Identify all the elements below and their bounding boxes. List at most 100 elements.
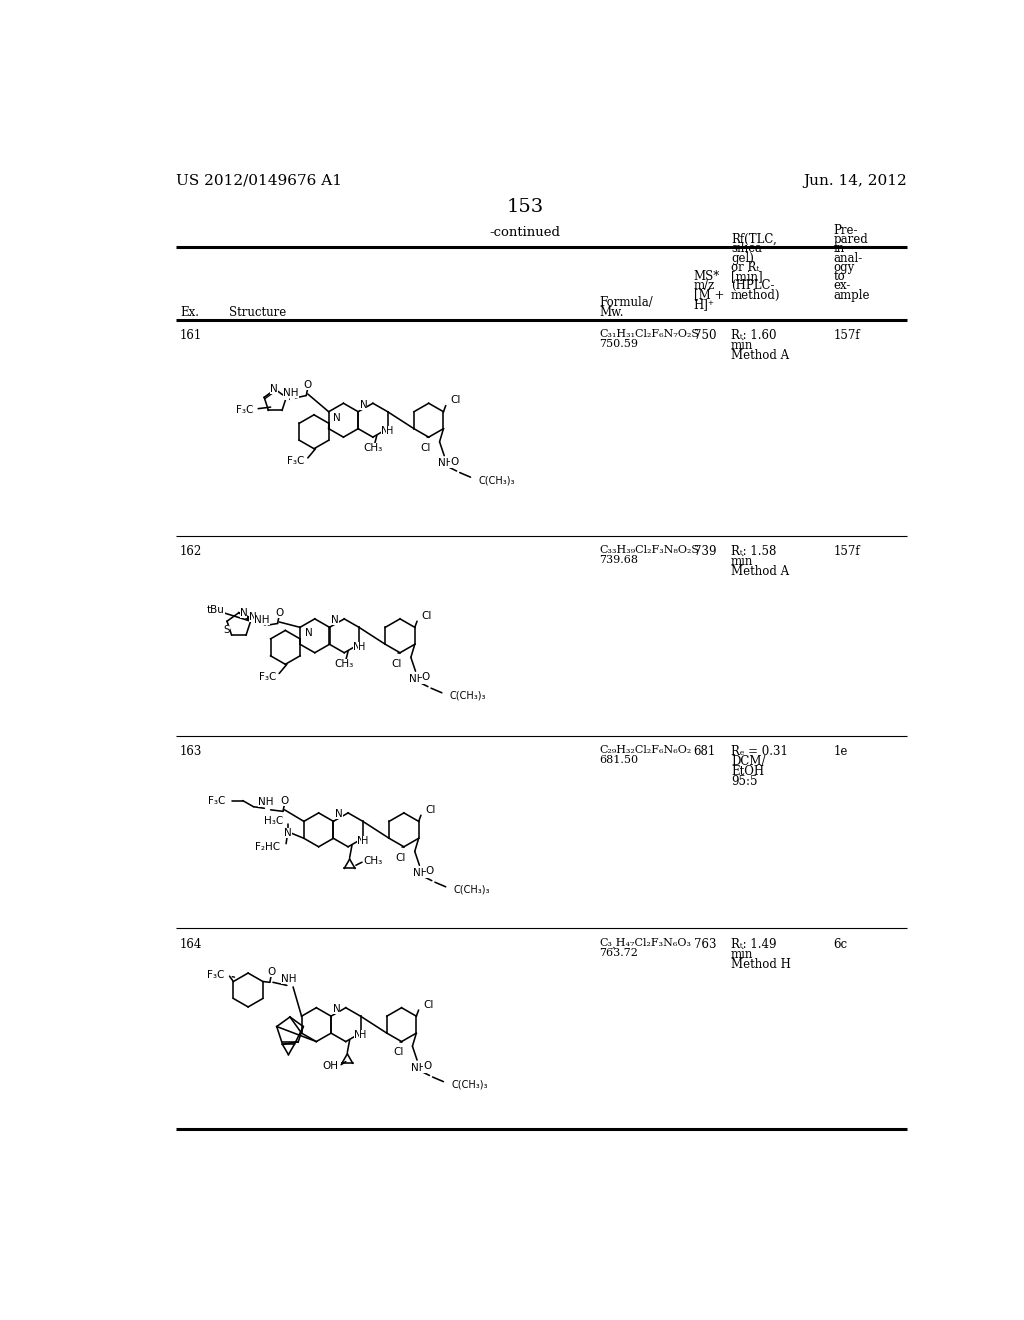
Text: NH: NH xyxy=(414,869,429,878)
Text: 681.50: 681.50 xyxy=(599,755,638,766)
Text: H: H xyxy=(359,1031,367,1040)
Text: 750.59: 750.59 xyxy=(599,339,638,350)
Text: 750: 750 xyxy=(693,330,716,342)
Text: US 2012/0149676 A1: US 2012/0149676 A1 xyxy=(176,174,342,187)
Text: Cl: Cl xyxy=(422,611,432,620)
Text: ex-: ex- xyxy=(834,280,851,293)
Text: N: N xyxy=(335,809,343,820)
Text: -continued: -continued xyxy=(489,226,560,239)
Text: Cl: Cl xyxy=(392,659,402,668)
Text: O: O xyxy=(451,457,459,467)
Text: O: O xyxy=(281,796,289,805)
Text: N: N xyxy=(352,642,360,652)
Text: CH₃: CH₃ xyxy=(335,659,354,668)
Text: C(CH₃)₃: C(CH₃)₃ xyxy=(454,884,490,895)
Text: DCM/: DCM/ xyxy=(731,755,766,768)
Text: H]⁺: H]⁺ xyxy=(693,298,715,312)
Text: NH: NH xyxy=(410,675,425,684)
Text: F₃C: F₃C xyxy=(288,455,305,466)
Text: NH: NH xyxy=(281,974,296,985)
Text: Rₜ: 1.49: Rₜ: 1.49 xyxy=(731,937,776,950)
Text: F₃C: F₃C xyxy=(208,796,225,805)
Text: NH: NH xyxy=(411,1063,426,1073)
Text: 763.72: 763.72 xyxy=(599,948,638,957)
Text: Cl: Cl xyxy=(423,999,433,1010)
Text: S: S xyxy=(283,389,290,400)
Text: NH: NH xyxy=(254,615,270,626)
Text: O: O xyxy=(422,672,430,682)
Text: 6c: 6c xyxy=(834,937,848,950)
Text: to: to xyxy=(834,271,845,284)
Text: NH: NH xyxy=(283,388,299,399)
Text: m/z: m/z xyxy=(693,280,715,293)
Text: Method A: Method A xyxy=(731,350,790,363)
Text: 1e: 1e xyxy=(834,744,848,758)
Text: NH: NH xyxy=(258,797,273,807)
Text: 157f: 157f xyxy=(834,330,860,342)
Text: O: O xyxy=(267,966,275,977)
Text: Rₑ = 0.31: Rₑ = 0.31 xyxy=(731,744,787,758)
Text: in: in xyxy=(834,243,845,256)
Text: N: N xyxy=(305,628,312,639)
Text: O: O xyxy=(423,1061,431,1072)
Text: Rf(TLC,: Rf(TLC, xyxy=(731,234,776,246)
Text: Rₜ: 1.58: Rₜ: 1.58 xyxy=(731,545,776,558)
Text: OH: OH xyxy=(322,1061,338,1072)
Text: N: N xyxy=(334,413,341,422)
Text: Structure: Structure xyxy=(228,305,286,318)
Text: N: N xyxy=(240,607,248,618)
Text: Method A: Method A xyxy=(731,565,790,578)
Text: Ex.: Ex. xyxy=(180,305,199,318)
Text: ample: ample xyxy=(834,289,869,302)
Text: MS*: MS* xyxy=(693,271,720,284)
Text: silica: silica xyxy=(731,243,762,256)
Text: CH₃: CH₃ xyxy=(364,855,383,866)
Text: min: min xyxy=(731,554,754,568)
Text: [min]: [min] xyxy=(731,271,763,284)
Text: H: H xyxy=(386,426,393,436)
Text: S: S xyxy=(223,624,229,635)
Text: 739: 739 xyxy=(693,545,716,558)
Text: NH: NH xyxy=(438,458,454,469)
Text: Rₜ: 1.60: Rₜ: 1.60 xyxy=(731,330,776,342)
Text: 157f: 157f xyxy=(834,545,860,558)
Text: (HPLC-: (HPLC- xyxy=(731,280,774,293)
Text: N: N xyxy=(331,615,339,626)
Text: method): method) xyxy=(731,289,780,302)
Text: min: min xyxy=(731,948,754,961)
Text: or Rₜ: or Rₜ xyxy=(731,261,759,275)
Text: pared: pared xyxy=(834,234,868,246)
Text: N: N xyxy=(249,612,257,622)
Text: F₃C: F₃C xyxy=(237,405,254,416)
Text: gel): gel) xyxy=(731,252,754,264)
Text: 164: 164 xyxy=(180,937,203,950)
Text: N: N xyxy=(284,828,292,838)
Text: O: O xyxy=(304,380,312,389)
Text: Cl: Cl xyxy=(451,395,461,405)
Text: Mw.: Mw. xyxy=(599,305,624,318)
Text: N: N xyxy=(354,1031,362,1040)
Text: 163: 163 xyxy=(180,744,203,758)
Text: H: H xyxy=(357,642,365,652)
Text: C₃‸H₄₇Cl₂F₃N₆O₃: C₃‸H₄₇Cl₂F₃N₆O₃ xyxy=(599,937,691,949)
Text: F₂HC: F₂HC xyxy=(255,842,280,851)
Text: O: O xyxy=(426,866,434,876)
Text: N: N xyxy=(270,384,278,395)
Text: H: H xyxy=(361,836,369,846)
Text: EtOH: EtOH xyxy=(731,766,764,779)
Text: N: N xyxy=(381,426,389,436)
Text: 739.68: 739.68 xyxy=(599,554,638,565)
Text: min: min xyxy=(731,339,754,352)
Text: Cl: Cl xyxy=(426,805,436,814)
Text: Cl: Cl xyxy=(393,1047,403,1057)
Text: Pre-: Pre- xyxy=(834,224,858,238)
Text: tBu: tBu xyxy=(207,605,224,615)
Text: Jun. 14, 2012: Jun. 14, 2012 xyxy=(803,174,907,187)
Text: C(CH₃)₃: C(CH₃)₃ xyxy=(450,690,486,701)
Text: Cl: Cl xyxy=(395,853,406,862)
Text: 681: 681 xyxy=(693,744,716,758)
Text: [M +: [M + xyxy=(693,289,724,302)
Text: C₃₃H₃₉Cl₂F₃N₈O₂S: C₃₃H₃₉Cl₂F₃N₈O₂S xyxy=(599,545,699,554)
Text: 162: 162 xyxy=(180,545,202,558)
Text: CH₃: CH₃ xyxy=(364,444,383,453)
